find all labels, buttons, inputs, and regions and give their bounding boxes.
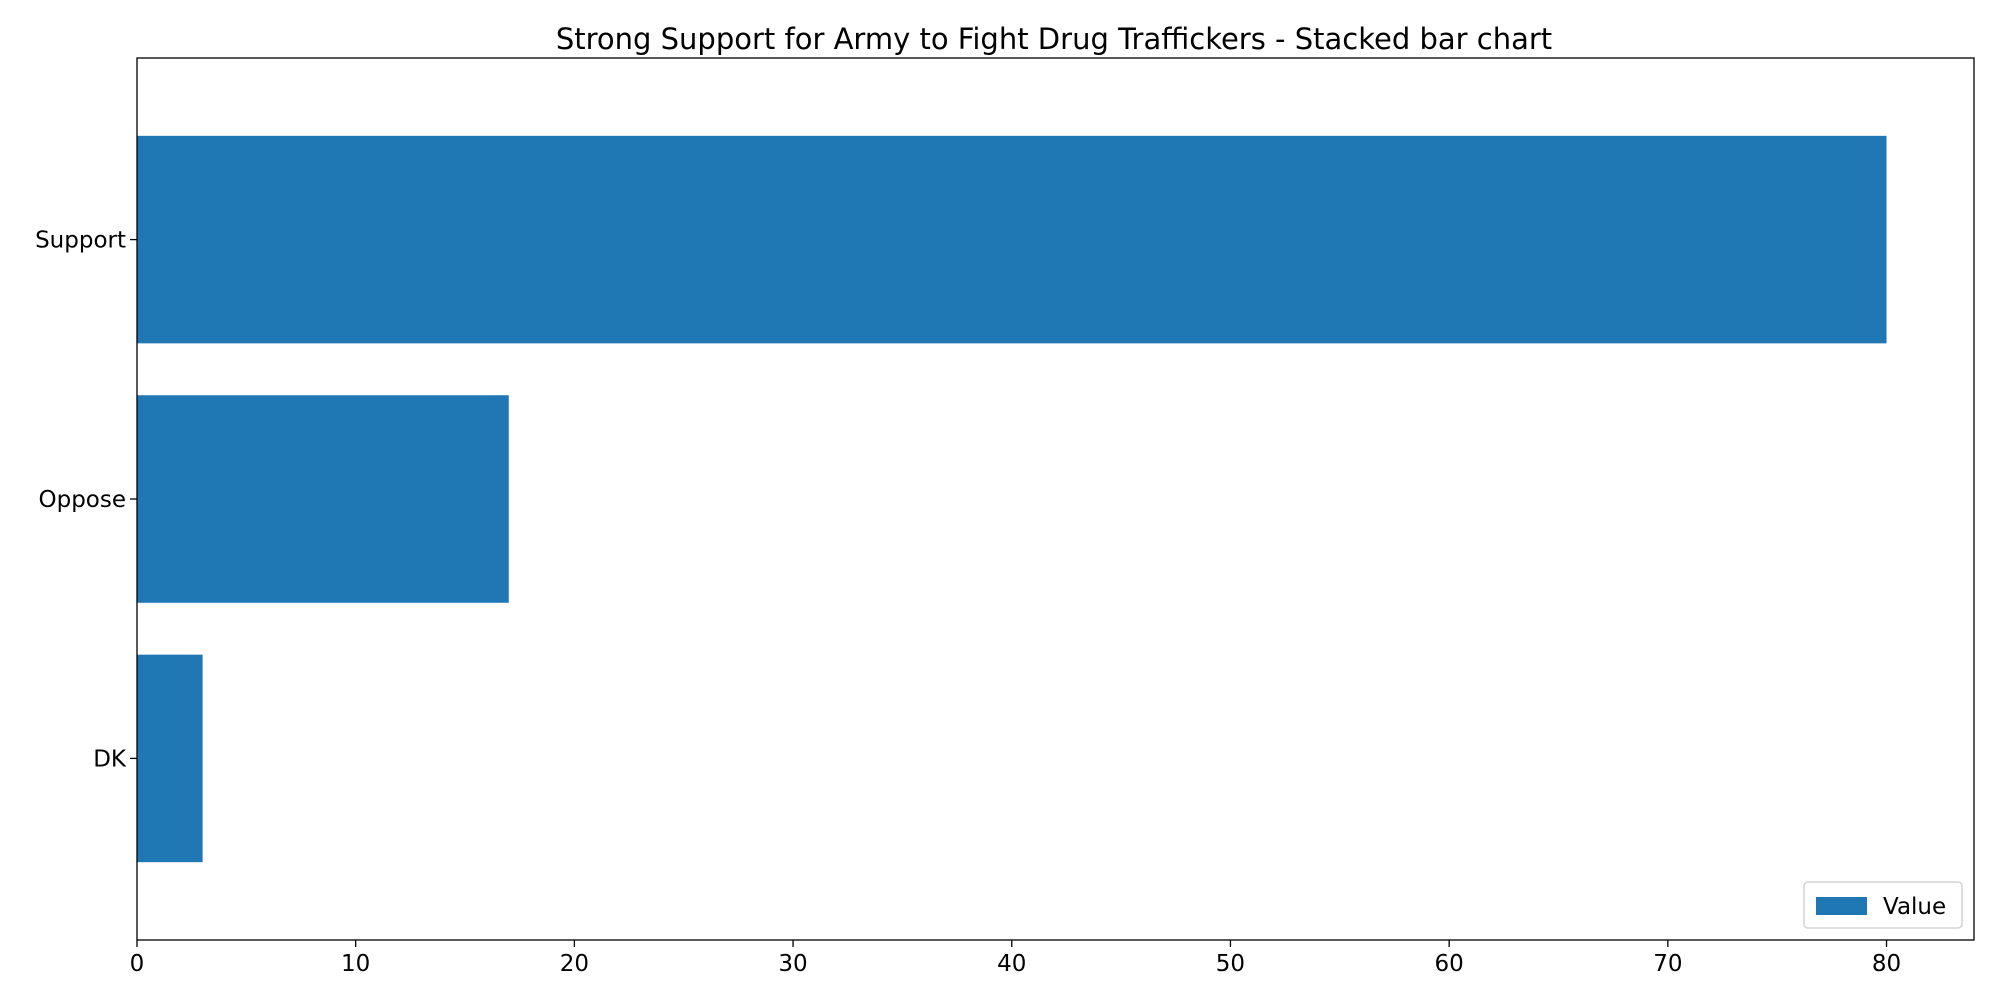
- x-tick-label-50: 50: [1216, 951, 1245, 977]
- x-tick-label-40: 40: [997, 951, 1026, 977]
- x-tick-label-70: 70: [1653, 951, 1682, 977]
- legend-box: [1803, 881, 1963, 929]
- bar-oppose: [137, 395, 509, 603]
- x-tick-label-80: 80: [1872, 951, 1901, 977]
- y-tick-label-dk: DK: [93, 746, 127, 772]
- y-tick-label-oppose: Oppose: [38, 487, 126, 513]
- legend: Value: [1803, 881, 1963, 929]
- bar-support: [137, 135, 1887, 344]
- x-tick-label-10: 10: [341, 951, 370, 977]
- y-tick-label-support: Support: [35, 228, 126, 254]
- axes-layer: Support Oppose DK 0 10 20 30 40 50 60 70 80: [35, 228, 1901, 977]
- legend-swatch: [1816, 897, 1867, 915]
- chart-title: Strong Support for Army to Fight Drug Tr…: [556, 22, 1552, 56]
- bar-dk: [137, 654, 203, 863]
- x-tick-label-60: 60: [1435, 951, 1464, 977]
- x-tick-label-30: 30: [778, 951, 807, 977]
- x-tick-label-0: 0: [130, 951, 145, 977]
- x-tick-label-20: 20: [560, 951, 589, 977]
- bars-layer: [137, 135, 1887, 863]
- plot-frame: [136, 57, 1975, 941]
- legend-label: Value: [1883, 894, 1946, 920]
